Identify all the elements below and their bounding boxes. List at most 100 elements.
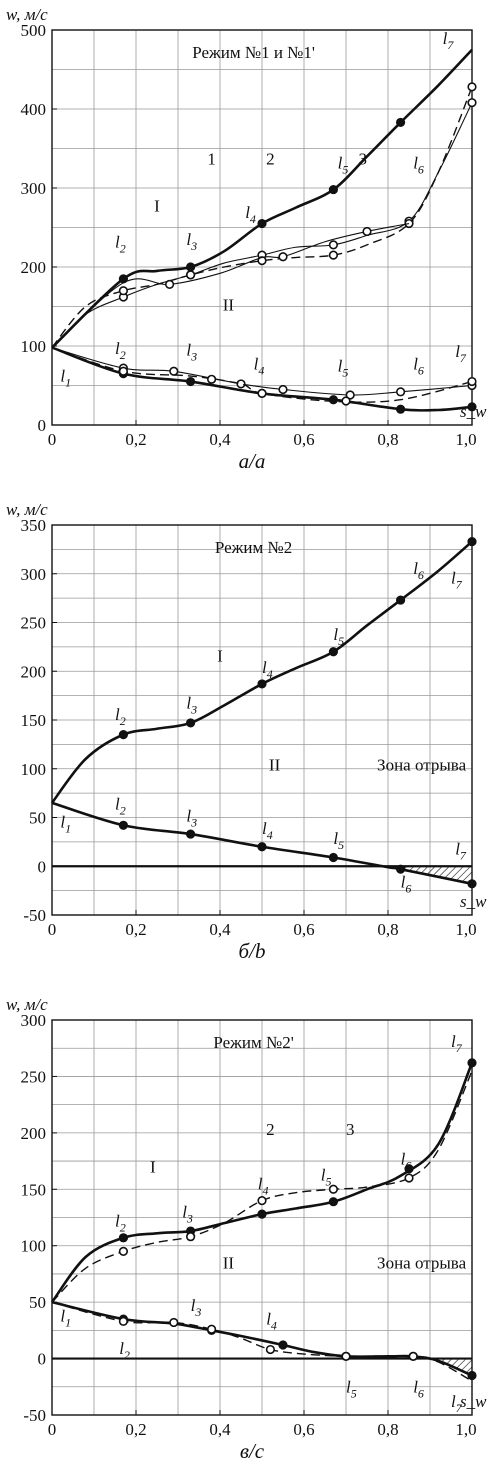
x-tick-label: 0,6 xyxy=(293,430,314,449)
y-tick-label: 200 xyxy=(21,258,47,277)
data-point xyxy=(467,82,477,92)
x-axis-label: s_w xyxy=(460,1392,487,1411)
data-point xyxy=(467,536,477,547)
annotation-label: 2 xyxy=(266,1120,275,1139)
point-label: l1 xyxy=(60,367,71,390)
y-tick-label: 0 xyxy=(38,1350,47,1369)
data-point xyxy=(328,1197,339,1207)
point-label: l7 xyxy=(455,342,467,365)
data-point xyxy=(328,240,339,250)
data-point xyxy=(118,730,128,740)
y-tick-label: 300 xyxy=(21,565,47,584)
data-point xyxy=(404,1173,414,1183)
panel-caption: б/b xyxy=(239,939,266,963)
data-point xyxy=(345,390,355,400)
point-label: l2 xyxy=(115,1212,126,1235)
point-label: l2 xyxy=(115,705,126,728)
annotation-label: II xyxy=(269,756,281,775)
data-point xyxy=(396,387,406,397)
point-label: l2 xyxy=(119,1339,130,1362)
panel-caption: а/a xyxy=(239,449,266,473)
x-tick-label: 1,0 xyxy=(455,430,476,449)
y-tick-label: -50 xyxy=(23,906,46,925)
y-tick-label: 300 xyxy=(21,179,47,198)
x-tick-label: 0,8 xyxy=(377,1420,398,1439)
y-tick-label: 0 xyxy=(38,416,47,435)
y-tick-label: 0 xyxy=(38,857,47,876)
point-label: l4 xyxy=(258,1174,269,1197)
y-tick-label: 150 xyxy=(21,1180,47,1199)
data-point xyxy=(328,852,339,863)
x-tick-label: 0,2 xyxy=(125,1420,146,1439)
y-tick-label: 300 xyxy=(21,1011,47,1030)
data-point xyxy=(328,647,339,657)
data-point xyxy=(278,1340,288,1350)
data-point xyxy=(118,366,128,376)
point-label: l5 xyxy=(333,625,344,648)
point-label: l4 xyxy=(245,203,256,226)
data-point xyxy=(467,402,477,412)
data-point xyxy=(186,376,196,387)
mode-label: Режим №1 и №1' xyxy=(192,43,315,62)
mode-label: Режим №2' xyxy=(213,1033,293,1052)
point-label: l6 xyxy=(413,355,424,378)
data-point xyxy=(118,1246,128,1256)
data-point xyxy=(328,184,339,195)
annotation-label: 3 xyxy=(359,149,368,168)
annotation-label: I xyxy=(154,197,160,216)
plot-frame xyxy=(51,1019,473,1416)
point-label: l3 xyxy=(186,230,197,253)
point-label: l3 xyxy=(182,1203,193,1226)
point-label: l4 xyxy=(262,819,273,842)
data-point xyxy=(118,820,128,830)
point-label: l7 xyxy=(455,840,467,863)
y-tick-label: -50 xyxy=(23,1406,46,1425)
data-point xyxy=(396,117,406,128)
y-axis-label: w, м/с xyxy=(6,5,48,24)
point-label: l6 xyxy=(413,559,424,582)
annotation-label: Зона отрыва xyxy=(377,756,467,775)
y-tick-label: 250 xyxy=(21,614,47,633)
data-point xyxy=(341,1351,351,1361)
y-tick-label: 500 xyxy=(21,21,47,40)
x-tick-label: 1,0 xyxy=(455,920,476,939)
y-tick-label: 200 xyxy=(21,662,47,681)
panel-caption: в/c xyxy=(240,1439,265,1463)
y-axis-label: w, м/с xyxy=(6,500,48,519)
point-label: l4 xyxy=(266,1310,277,1333)
x-tick-label: 0,8 xyxy=(377,920,398,939)
point-label: l7 xyxy=(451,1032,463,1055)
data-point xyxy=(257,388,267,399)
point-label: l4 xyxy=(262,658,273,681)
x-tick-label: 0 xyxy=(48,430,57,449)
point-label: l6 xyxy=(413,1377,424,1400)
data-point xyxy=(328,395,339,405)
x-tick-label: 0,8 xyxy=(377,430,398,449)
point-label: l6 xyxy=(413,153,424,176)
point-label: l6 xyxy=(401,873,412,896)
x-tick-label: 0 xyxy=(48,920,57,939)
point-label: l1 xyxy=(60,1306,71,1329)
point-label: l7 xyxy=(443,29,455,52)
data-point xyxy=(186,718,196,728)
data-point xyxy=(265,1344,276,1355)
data-point xyxy=(207,374,217,384)
x-tick-label: 0,2 xyxy=(125,920,146,939)
data-point xyxy=(186,829,196,839)
data-point xyxy=(118,1316,128,1326)
data-point xyxy=(404,1164,414,1174)
data-point xyxy=(257,218,267,229)
point-label: l6 xyxy=(401,1149,412,1172)
mode-label: Режим №2 xyxy=(215,538,292,557)
data-point xyxy=(186,1232,196,1242)
data-point xyxy=(328,250,339,260)
annotation-label: II xyxy=(223,295,235,314)
point-label: l5 xyxy=(338,356,349,379)
data-point xyxy=(186,270,196,280)
data-point xyxy=(408,1351,418,1361)
data-point xyxy=(236,379,246,389)
y-tick-label: 100 xyxy=(21,1237,47,1256)
annotation-label: II xyxy=(223,1253,235,1272)
